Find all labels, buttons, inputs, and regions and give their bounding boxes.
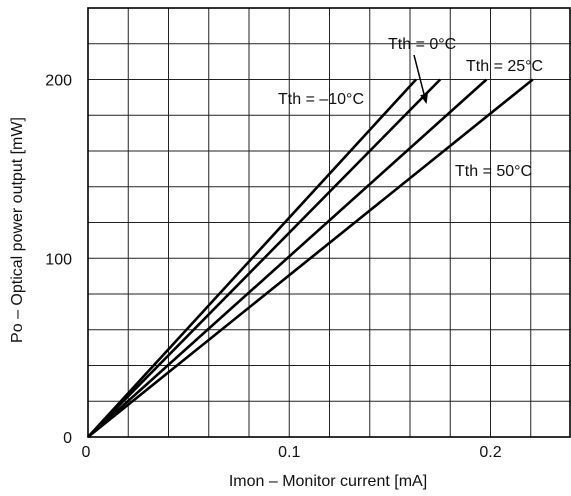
x-tick-label: 0.2	[479, 444, 501, 461]
y-tick-label: 100	[45, 251, 72, 268]
y-tick-label: 0	[63, 430, 72, 447]
series-label: Tth = 50°C	[455, 163, 532, 180]
y-axis-title: Po – Optical power output [mW]	[9, 117, 26, 343]
series-line	[87, 78, 534, 439]
series-label-arrow	[413, 54, 427, 103]
series-line	[87, 78, 417, 438]
series-lines	[87, 78, 534, 439]
series-label-arrowhead	[420, 93, 428, 104]
series-label: Tth = 25°C	[466, 58, 543, 75]
x-tick-label: 0.1	[278, 444, 300, 461]
y-tick-label: 200	[45, 73, 72, 90]
x-tick-label: 0	[82, 444, 91, 461]
series-line	[87, 78, 442, 438]
series-labels: Tth = –10°C Tth = 0°C Tth = 25°C Tth = 50°C	[278, 36, 543, 180]
series-line	[87, 78, 488, 438]
x-axis-title: Imon – Monitor current [mA]	[229, 473, 427, 490]
plot-frame	[87, 7, 571, 438]
series-label: Tth = –10°C	[278, 91, 364, 108]
series-label: Tth = 0°C	[388, 36, 456, 53]
